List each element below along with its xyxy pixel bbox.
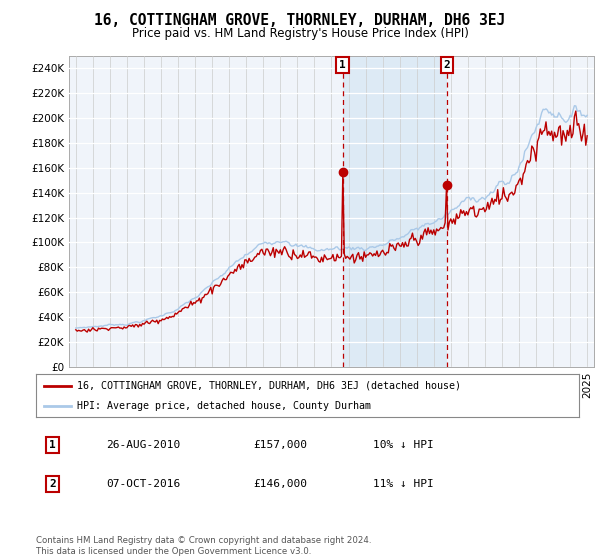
Bar [343,56,447,367]
Text: HPI: Average price, detached house, County Durham: HPI: Average price, detached house, Coun… [77,402,371,412]
Text: 2: 2 [49,479,56,489]
Text: Price paid vs. HM Land Registry's House Price Index (HPI): Price paid vs. HM Land Registry's House … [131,27,469,40]
Text: 1: 1 [49,440,56,450]
Text: 07-OCT-2016: 07-OCT-2016 [107,479,181,489]
Text: Contains HM Land Registry data © Crown copyright and database right 2024.
This d: Contains HM Land Registry data © Crown c… [36,536,371,556]
Text: £146,000: £146,000 [253,479,307,489]
Text: 16, COTTINGHAM GROVE, THORNLEY, DURHAM, DH6 3EJ (detached house): 16, COTTINGHAM GROVE, THORNLEY, DURHAM, … [77,381,461,391]
Text: £157,000: £157,000 [253,440,307,450]
Text: 10% ↓ HPI: 10% ↓ HPI [373,440,433,450]
Text: 1: 1 [339,60,346,70]
Text: 16, COTTINGHAM GROVE, THORNLEY, DURHAM, DH6 3EJ: 16, COTTINGHAM GROVE, THORNLEY, DURHAM, … [94,13,506,29]
Text: 11% ↓ HPI: 11% ↓ HPI [373,479,433,489]
Text: 26-AUG-2010: 26-AUG-2010 [107,440,181,450]
Text: 2: 2 [443,60,450,70]
